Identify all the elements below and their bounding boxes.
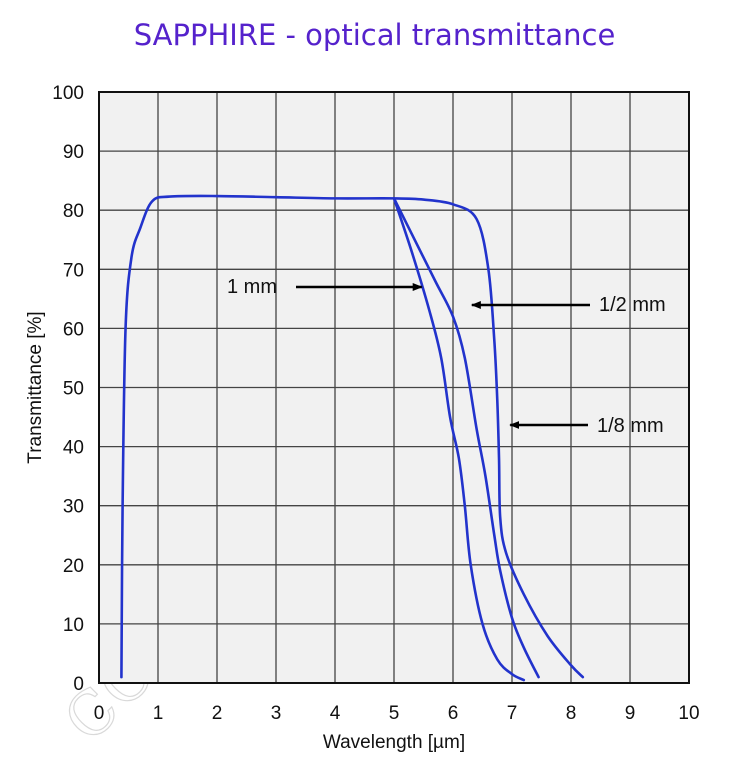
chart-title: SAPPHIRE - optical transmittance	[133, 18, 616, 52]
y-tick-label: 40	[63, 438, 84, 459]
y-axis-ticks: 0 10 20 30 40 50 60 70 80 90 100	[52, 83, 84, 695]
y-tick-label: 50	[63, 379, 84, 400]
y-tick-label: 60	[63, 319, 84, 340]
y-tick-label: 30	[63, 497, 84, 518]
x-tick-label: 8	[566, 703, 577, 724]
annotations: 1 mm 1/2 mm 1/8 mm	[227, 276, 666, 437]
series	[120, 194, 585, 682]
x-tick-label: 6	[448, 703, 459, 724]
x-axis-ticks: 0 1 2 3 4 5 6 7 8 9 10	[94, 703, 700, 724]
x-tick-label: 0	[94, 703, 105, 724]
annotation-label: 1/2 mm	[599, 294, 666, 316]
annotation-label: 1 mm	[227, 276, 277, 298]
series-line-1	[392, 197, 540, 679]
x-tick-label: 5	[389, 703, 400, 724]
x-tick-label: 3	[271, 703, 282, 724]
y-tick-label: 20	[63, 556, 84, 577]
x-tick-label: 4	[330, 703, 341, 724]
series-line-0	[120, 194, 585, 679]
y-tick-label: 80	[63, 201, 84, 222]
grid	[99, 92, 689, 683]
y-tick-label: 10	[63, 615, 84, 636]
plot-frame	[98, 91, 690, 684]
x-tick-label: 7	[507, 703, 518, 724]
x-tick-label: 2	[212, 703, 223, 724]
x-tick-label: 1	[153, 703, 164, 724]
x-axis-label: Wavelength [µm]	[323, 732, 465, 753]
y-tick-label: 100	[52, 83, 84, 104]
x-tick-label: 10	[678, 703, 699, 724]
y-tick-label: 70	[63, 260, 84, 281]
y-tick-label: 0	[73, 674, 84, 695]
series-line-2	[392, 197, 526, 682]
x-tick-label: 9	[625, 703, 636, 724]
y-tick-label: 90	[63, 142, 84, 163]
y-axis-label: Transmittance [%]	[25, 311, 46, 463]
annotation-label: 1/8 mm	[597, 415, 664, 437]
